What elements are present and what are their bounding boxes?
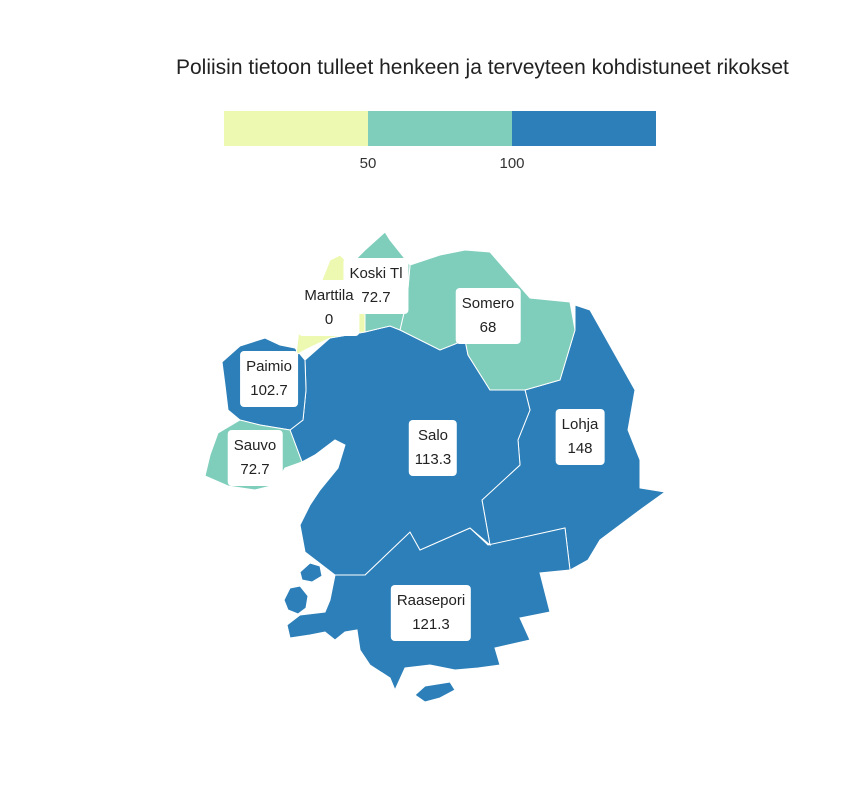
label-somero-name: Somero [461, 295, 515, 312]
label-sauvo: Sauvo 72.7 [227, 430, 283, 486]
label-koski-tl-value: 72.7 [361, 289, 391, 306]
map-title: Poliisin tietoon tulleet henkeen ja terv… [176, 56, 789, 79]
label-lohja: Lohja 148 [555, 409, 605, 465]
label-marttila-value: 0 [324, 311, 334, 328]
legend-bin-mid [368, 111, 512, 146]
label-marttila-name: Marttila [304, 287, 354, 304]
legend-bin-low [224, 111, 368, 146]
label-lohja-value: 148 [567, 440, 593, 457]
legend-bin-high [512, 111, 656, 146]
legend-tick-50: 50 [359, 155, 377, 172]
label-raasepori: Raasepori 121.3 [390, 585, 472, 641]
label-somero-value: 68 [479, 319, 497, 336]
color-legend [224, 111, 656, 146]
label-salo-value: 113.3 [414, 451, 452, 468]
label-koski-tl-name: Koski Tl [349, 265, 403, 282]
label-raasepori-value: 121.3 [412, 616, 450, 633]
label-salo: Salo 113.3 [408, 420, 458, 476]
label-sauvo-name: Sauvo [233, 437, 277, 454]
label-marttila: Marttila 0 [298, 280, 360, 336]
label-paimio-value: 102.7 [250, 382, 288, 399]
label-paimio: Paimio 102.7 [240, 351, 298, 407]
label-salo-name: Salo [417, 427, 449, 444]
legend-tick-100: 100 [499, 155, 525, 172]
label-somero: Somero 68 [455, 288, 521, 344]
label-sauvo-value: 72.7 [240, 461, 270, 478]
label-raasepori-name: Raasepori [396, 592, 466, 609]
label-paimio-name: Paimio [246, 358, 292, 375]
label-lohja-name: Lohja [561, 416, 599, 433]
